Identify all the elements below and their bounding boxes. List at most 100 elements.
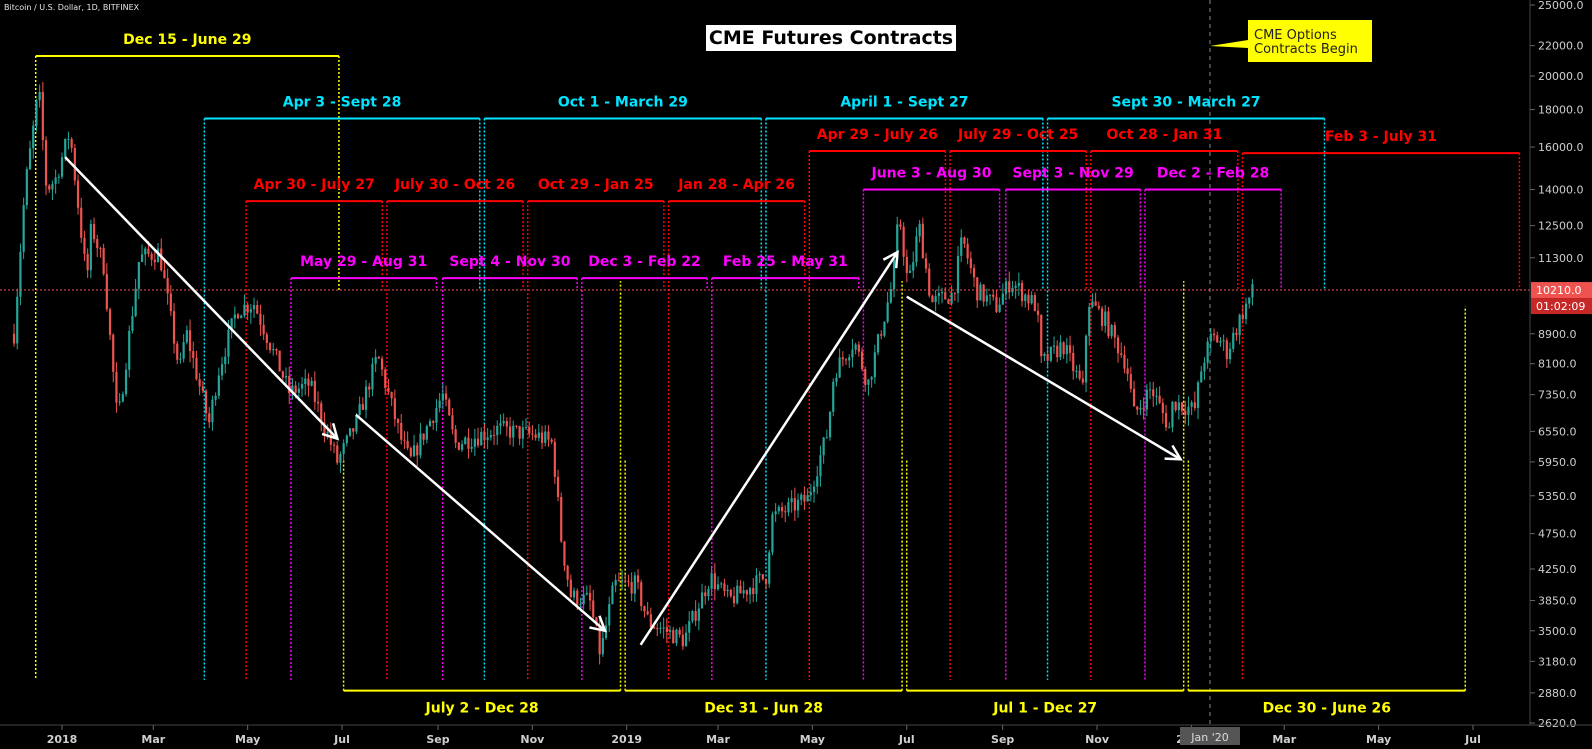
candle bbox=[784, 505, 787, 523]
candle bbox=[985, 288, 988, 307]
contract-label: Apr 3 - Sept 28 bbox=[283, 95, 402, 111]
candle bbox=[768, 550, 771, 588]
candle bbox=[220, 356, 224, 381]
candle bbox=[150, 251, 153, 267]
candle bbox=[473, 428, 476, 456]
candle bbox=[1136, 405, 1139, 415]
candle bbox=[44, 136, 48, 196]
candle bbox=[697, 602, 700, 631]
price-tick-label: 2880.0 bbox=[1538, 687, 1577, 700]
candle bbox=[777, 504, 780, 515]
candle bbox=[646, 602, 649, 616]
candle bbox=[67, 131, 70, 150]
candle bbox=[1161, 398, 1164, 424]
candle bbox=[1116, 334, 1120, 363]
candle bbox=[1148, 381, 1152, 400]
candle bbox=[403, 431, 406, 450]
candle bbox=[1219, 337, 1222, 347]
candle bbox=[601, 631, 604, 657]
candle bbox=[1251, 279, 1254, 306]
candle bbox=[848, 354, 851, 368]
candle bbox=[1203, 357, 1206, 380]
candle bbox=[838, 348, 841, 379]
contract-bracket bbox=[1241, 152, 1521, 680]
contract-label: Oct 29 - Jan 25 bbox=[538, 177, 654, 193]
contract-label: Apr 29 - July 26 bbox=[817, 127, 938, 143]
candle bbox=[457, 441, 460, 451]
candle bbox=[995, 289, 998, 313]
candle bbox=[633, 571, 636, 603]
candle bbox=[1094, 292, 1097, 306]
contract-bracket bbox=[949, 150, 1087, 680]
contract-bracket bbox=[1144, 188, 1282, 680]
chart-title: CME Futures Contracts bbox=[706, 25, 956, 51]
contract-bracket bbox=[483, 117, 763, 680]
contract-label: Jan 28 - Apr 26 bbox=[677, 177, 795, 193]
candle bbox=[131, 306, 134, 334]
time-tick-label: 2019 bbox=[611, 733, 642, 746]
candle bbox=[1232, 327, 1235, 353]
time-tick-label: Mar bbox=[706, 733, 730, 746]
contract-bracket bbox=[342, 281, 622, 692]
current-price-tag-box bbox=[1531, 282, 1592, 299]
contract-label: Sept 30 - March 27 bbox=[1111, 95, 1260, 111]
candle bbox=[972, 264, 976, 288]
candle bbox=[163, 260, 166, 279]
candle bbox=[12, 323, 16, 347]
candle bbox=[857, 341, 860, 357]
candle bbox=[35, 98, 38, 132]
candle bbox=[435, 399, 438, 432]
candle bbox=[1004, 278, 1008, 301]
candle bbox=[585, 585, 588, 596]
candle bbox=[966, 237, 969, 265]
candle bbox=[1241, 304, 1244, 324]
crosshair-date-box bbox=[1179, 727, 1240, 745]
candle bbox=[979, 282, 982, 301]
candle bbox=[464, 436, 467, 445]
candle bbox=[656, 623, 659, 637]
candle bbox=[883, 321, 886, 338]
candle bbox=[713, 563, 716, 601]
contract-bracket bbox=[624, 281, 903, 692]
contract-bracket bbox=[441, 277, 578, 680]
candle bbox=[992, 289, 995, 301]
candle bbox=[1164, 404, 1168, 431]
contract-bracket bbox=[245, 200, 384, 680]
candle bbox=[758, 571, 761, 583]
candle bbox=[140, 244, 144, 263]
contract-bracket bbox=[34, 54, 340, 680]
candle bbox=[281, 370, 284, 381]
candle bbox=[931, 294, 934, 303]
candle bbox=[1155, 387, 1158, 406]
candle bbox=[262, 314, 265, 341]
candle bbox=[412, 434, 416, 457]
candle bbox=[1235, 328, 1238, 341]
candle bbox=[1123, 345, 1126, 374]
price-axis[interactable]: 2620.0 2880.0 3180.0 3500.0 3850.0 4250.0 4750… bbox=[1529, 0, 1584, 730]
price-tick-label: 18000.0 bbox=[1538, 104, 1584, 117]
candle bbox=[19, 243, 22, 306]
candle bbox=[1129, 366, 1132, 393]
candle bbox=[672, 626, 675, 644]
time-tick-label: Jul bbox=[898, 733, 915, 746]
price-tick-label: 5950.0 bbox=[1538, 456, 1577, 469]
candle bbox=[345, 434, 348, 447]
price-tick-label: 16000.0 bbox=[1538, 141, 1584, 154]
candle bbox=[1052, 336, 1056, 354]
candle bbox=[1193, 391, 1196, 411]
contract-label: Oct 1 - March 29 bbox=[558, 95, 688, 111]
candle bbox=[387, 379, 390, 395]
price-tick-label: 22000.0 bbox=[1538, 40, 1584, 53]
candle bbox=[300, 377, 304, 397]
candle bbox=[448, 397, 451, 416]
candle bbox=[876, 333, 880, 356]
candle bbox=[592, 589, 595, 621]
candle bbox=[380, 355, 384, 377]
candle bbox=[537, 424, 540, 442]
candle bbox=[441, 382, 444, 410]
candle bbox=[800, 492, 803, 506]
candle bbox=[438, 392, 441, 413]
candle bbox=[1206, 337, 1209, 369]
time-axis[interactable]: 2018MarMayJulSepNov2019MarMayJulSepNov20… bbox=[0, 724, 1592, 746]
candle bbox=[560, 492, 563, 543]
